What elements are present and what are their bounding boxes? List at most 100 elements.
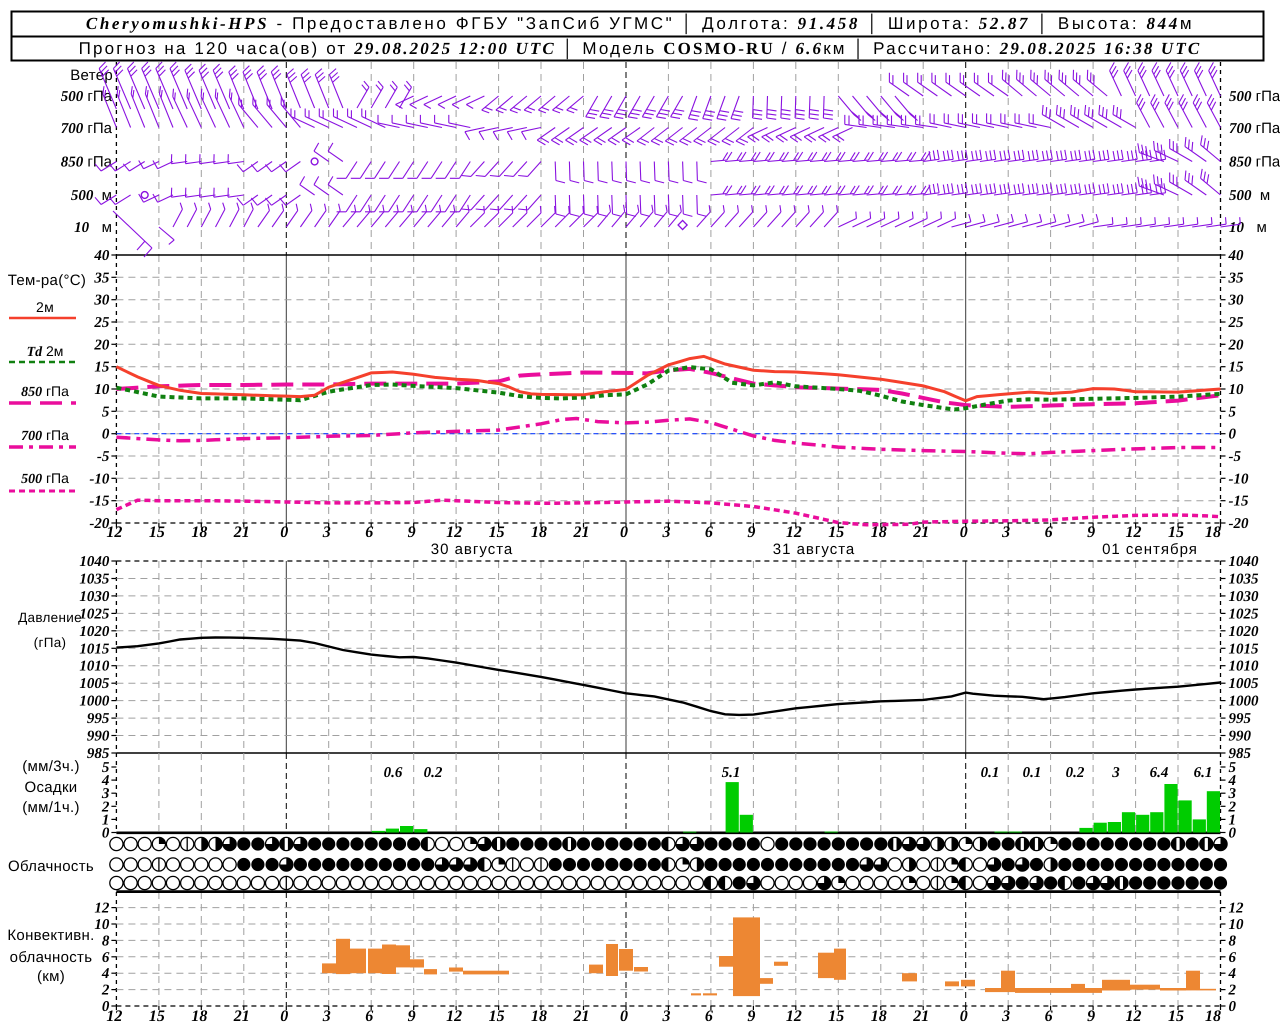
svg-text:15: 15	[489, 1008, 505, 1024]
svg-text:-15: -15	[1229, 494, 1249, 510]
svg-text:35: 35	[1228, 270, 1245, 286]
svg-text:18: 18	[871, 524, 887, 541]
svg-text:Ветер: Ветер	[70, 67, 113, 84]
svg-text:-5: -5	[97, 449, 110, 465]
svg-text:Cheryomushki-HPS - Предоставле: Cheryomushki-HPS - Предоставлено ФГБУ "З…	[86, 13, 1194, 35]
svg-text:1015: 1015	[1229, 641, 1260, 657]
svg-text:12: 12	[786, 1008, 802, 1024]
svg-text:9: 9	[408, 1008, 416, 1024]
svg-text:0.1: 0.1	[1023, 765, 1042, 781]
svg-text:850 гПа: 850 гПа	[21, 383, 69, 400]
svg-text:6: 6	[1045, 524, 1053, 541]
svg-text:(мм/3ч.): (мм/3ч.)	[22, 758, 80, 775]
svg-text:-15: -15	[89, 494, 109, 510]
svg-text:5: 5	[102, 760, 110, 776]
svg-text:6: 6	[365, 524, 373, 541]
svg-text:30 августа: 30 августа	[431, 541, 514, 558]
svg-text:1000: 1000	[79, 694, 110, 710]
svg-text:20: 20	[93, 337, 110, 353]
svg-text:500 гПа: 500 гПа	[1229, 88, 1280, 105]
svg-text:1020: 1020	[1229, 624, 1260, 640]
svg-text:01 сентября: 01 сентября	[1102, 541, 1198, 558]
svg-text:3: 3	[661, 524, 670, 541]
svg-text:12: 12	[106, 1008, 122, 1024]
svg-text:1010: 1010	[79, 659, 110, 675]
svg-text:3: 3	[1111, 765, 1120, 781]
svg-text:-20: -20	[1229, 516, 1249, 532]
svg-text:0.2: 0.2	[424, 765, 443, 781]
svg-text:0: 0	[280, 1008, 288, 1024]
svg-text:700 гПа: 700 гПа	[1229, 120, 1280, 137]
svg-text:1015: 1015	[79, 641, 110, 657]
svg-text:0: 0	[102, 427, 110, 443]
svg-text:0: 0	[1229, 826, 1237, 842]
svg-text:Облачность: Облачность	[8, 858, 94, 875]
svg-text:0: 0	[960, 1008, 968, 1024]
svg-text:21: 21	[233, 1008, 250, 1024]
svg-text:Td 2м: Td 2м	[27, 343, 64, 360]
svg-text:700 гПа: 700 гПа	[21, 427, 69, 444]
svg-text:12: 12	[1229, 901, 1245, 917]
svg-text:9: 9	[408, 524, 416, 541]
svg-text:12: 12	[1126, 1008, 1142, 1024]
svg-text:1: 1	[102, 812, 110, 828]
svg-text:9: 9	[1087, 1008, 1095, 1024]
svg-text:10: 10	[94, 917, 110, 933]
svg-text:4: 4	[101, 966, 110, 982]
svg-text:6: 6	[102, 950, 110, 966]
svg-text:25: 25	[93, 315, 110, 331]
svg-text:18: 18	[191, 1008, 207, 1024]
svg-text:6.1: 6.1	[1194, 765, 1213, 781]
svg-text:0.1: 0.1	[981, 765, 1000, 781]
svg-text:18: 18	[1205, 1008, 1221, 1024]
svg-text:9: 9	[1087, 524, 1095, 541]
svg-text:500 м: 500 м	[71, 187, 112, 204]
svg-text:2: 2	[1228, 799, 1237, 815]
svg-text:Давление: Давление	[18, 610, 82, 625]
svg-text:30: 30	[1228, 293, 1245, 309]
svg-text:1020: 1020	[79, 624, 110, 640]
svg-text:-10: -10	[89, 471, 109, 487]
svg-text:12: 12	[94, 901, 110, 917]
svg-text:Конвективн.: Конвективн.	[7, 927, 94, 944]
svg-text:(мм/1ч.): (мм/1ч.)	[22, 799, 80, 816]
svg-text:1030: 1030	[79, 589, 110, 605]
svg-text:18: 18	[191, 524, 207, 541]
svg-text:1035: 1035	[1229, 571, 1260, 587]
svg-text:6: 6	[705, 524, 713, 541]
svg-text:1000: 1000	[1229, 694, 1260, 710]
svg-text:15: 15	[828, 524, 844, 541]
svg-text:3: 3	[322, 1008, 331, 1024]
svg-text:5.1: 5.1	[722, 765, 741, 781]
svg-text:1030: 1030	[1229, 589, 1260, 605]
svg-text:21: 21	[573, 524, 590, 541]
svg-text:10 м: 10 м	[74, 219, 112, 236]
svg-text:10: 10	[94, 382, 110, 398]
svg-text:3: 3	[1001, 524, 1010, 541]
svg-text:21: 21	[912, 524, 929, 541]
svg-text:990: 990	[87, 729, 110, 745]
svg-text:0: 0	[1229, 427, 1237, 443]
svg-text:985: 985	[87, 746, 110, 762]
svg-text:10: 10	[1229, 917, 1245, 933]
svg-text:(гПа): (гПа)	[34, 635, 67, 650]
svg-text:8: 8	[102, 933, 110, 949]
svg-text:3: 3	[101, 786, 110, 802]
svg-text:12: 12	[1126, 524, 1142, 541]
svg-text:4: 4	[101, 773, 110, 789]
svg-text:9: 9	[747, 1008, 755, 1024]
svg-text:0: 0	[620, 1008, 628, 1024]
svg-text:4: 4	[1228, 966, 1237, 982]
svg-text:12: 12	[446, 524, 462, 541]
svg-text:12: 12	[106, 524, 122, 541]
svg-text:5: 5	[102, 404, 110, 420]
svg-text:18: 18	[531, 1008, 547, 1024]
svg-text:10: 10	[1229, 382, 1245, 398]
svg-text:0: 0	[620, 524, 628, 541]
svg-text:0.2: 0.2	[1066, 765, 1085, 781]
svg-text:-5: -5	[1229, 449, 1242, 465]
svg-text:3: 3	[661, 1008, 670, 1024]
svg-text:3: 3	[1228, 786, 1237, 802]
svg-text:1: 1	[1229, 812, 1237, 828]
svg-text:2: 2	[1228, 983, 1237, 999]
